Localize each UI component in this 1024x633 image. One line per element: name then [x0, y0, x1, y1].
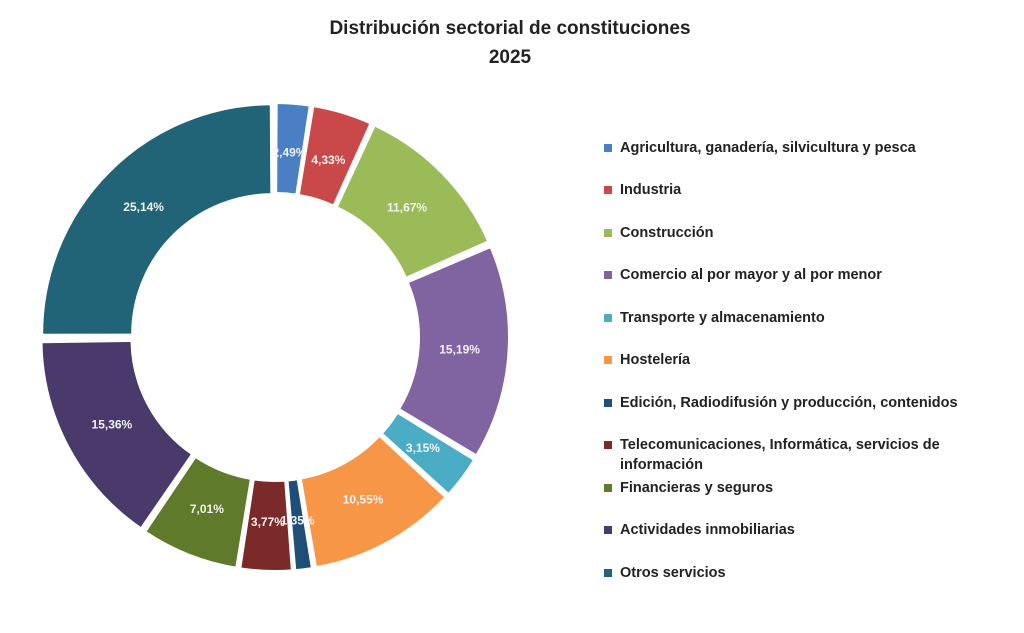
data-label: 1,35% — [281, 514, 315, 528]
legend-swatch — [604, 569, 612, 577]
data-label: 15,36% — [92, 417, 133, 431]
donut-slice — [143, 455, 252, 569]
legend-label: Edición, Radiodifusión y producción, con… — [620, 395, 958, 411]
legend-swatch — [604, 229, 612, 237]
legend-swatch — [604, 186, 612, 194]
donut-chart: 2,49% 4,33% 11,67% 15,19% 3,15% 10,55% 1,35%3,… — [40, 102, 510, 572]
data-label: 25,14% — [123, 200, 164, 214]
legend-label: Industria — [620, 182, 682, 198]
data-label: 7,01% — [190, 502, 224, 516]
legend-swatch — [604, 356, 612, 364]
donut-slice — [40, 339, 194, 530]
legend-swatch — [604, 271, 612, 279]
data-label: 3,15% — [406, 441, 440, 455]
legend-label: Financieras y seguros — [620, 480, 774, 496]
legend-swatch — [604, 399, 612, 407]
chart-subtitle: 2025 — [488, 47, 532, 68]
donut-slice — [297, 105, 372, 207]
legend-label: Comercio al por mayor y al por menor — [620, 267, 882, 283]
legend-label: Hostelería — [620, 352, 691, 368]
legend-label: Agricultura, ganadería, silvicultura y p… — [620, 140, 916, 156]
legend-label: Transporte y almacenamiento — [620, 310, 825, 326]
donut-slice — [275, 102, 311, 196]
legend-swatch — [604, 441, 612, 449]
legend-label: Construcción — [620, 225, 714, 241]
donut-slice — [380, 411, 476, 496]
donut-slice — [286, 478, 314, 572]
legend-label: Otros servicios — [620, 565, 726, 581]
donut-slice — [299, 434, 447, 569]
legend-swatch — [604, 144, 612, 152]
legend-swatch — [604, 484, 612, 492]
data-label: 2,49% — [272, 146, 306, 160]
donut-slice — [335, 124, 490, 280]
data-label: 4,33% — [311, 153, 345, 167]
chart-title: Distribución sectorial de constituciones — [329, 18, 691, 39]
donut-slice — [397, 245, 510, 457]
data-label: 11,67% — [387, 200, 427, 214]
data-label: 10,55% — [343, 493, 384, 507]
legend-label: Telecomunicaciones, Informática, servici… — [620, 437, 940, 473]
legend-swatch — [604, 526, 612, 534]
data-label: 3,77% — [251, 515, 285, 529]
legend-swatch — [604, 314, 612, 322]
donut-slice — [239, 478, 293, 572]
data-label: 15,19% — [439, 343, 480, 357]
legend-label: Actividades inmobiliarias — [620, 522, 795, 538]
donut-slice — [41, 103, 273, 336]
